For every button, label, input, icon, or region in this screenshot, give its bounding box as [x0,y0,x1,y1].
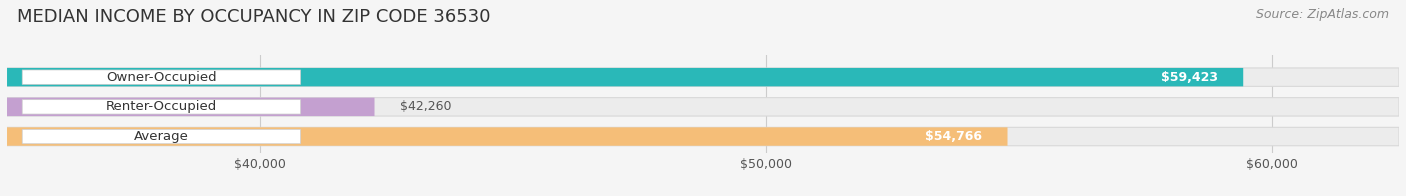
Text: Renter-Occupied: Renter-Occupied [105,100,217,113]
FancyBboxPatch shape [7,98,1399,116]
Text: $54,766: $54,766 [925,130,983,143]
Text: Source: ZipAtlas.com: Source: ZipAtlas.com [1256,8,1389,21]
FancyBboxPatch shape [22,70,301,84]
Text: $59,423: $59,423 [1161,71,1218,84]
Text: MEDIAN INCOME BY OCCUPANCY IN ZIP CODE 36530: MEDIAN INCOME BY OCCUPANCY IN ZIP CODE 3… [17,8,491,26]
Text: Owner-Occupied: Owner-Occupied [105,71,217,84]
FancyBboxPatch shape [7,127,1008,146]
FancyBboxPatch shape [22,100,301,114]
Text: $42,260: $42,260 [399,100,451,113]
FancyBboxPatch shape [7,98,374,116]
FancyBboxPatch shape [7,68,1243,86]
Text: Average: Average [134,130,188,143]
FancyBboxPatch shape [7,68,1399,86]
FancyBboxPatch shape [7,127,1399,146]
FancyBboxPatch shape [22,129,301,144]
